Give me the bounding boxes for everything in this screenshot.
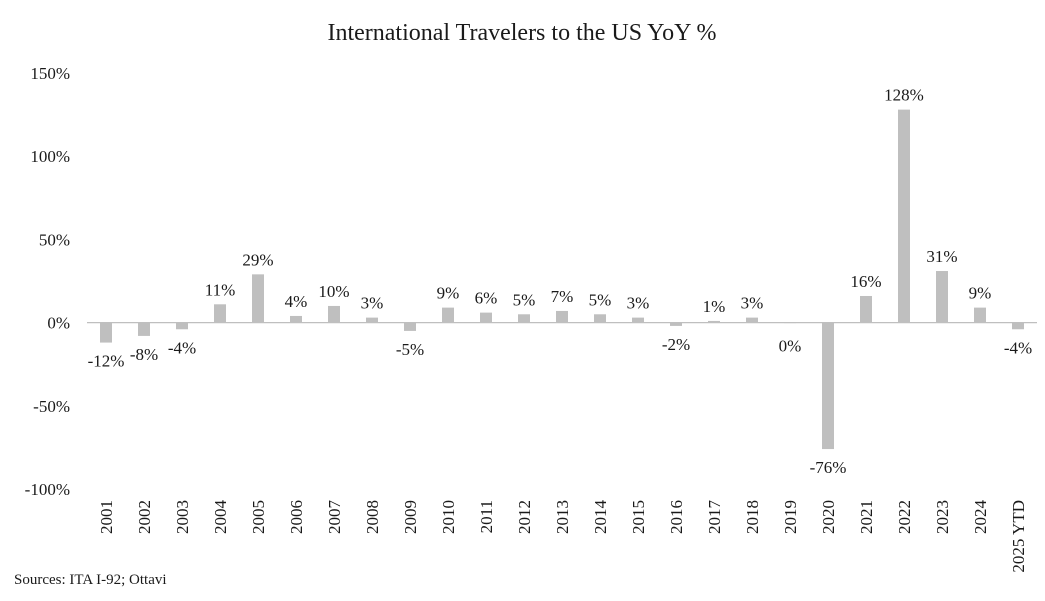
data-label: -4% — [168, 338, 196, 357]
x-tick-label: 2019 — [781, 500, 800, 534]
data-label: -12% — [88, 352, 125, 371]
y-tick-label: 100% — [30, 147, 70, 166]
data-label: -8% — [130, 345, 158, 364]
x-tick-label: 2002 — [135, 500, 154, 534]
chart-title: International Travelers to the US YoY % — [327, 20, 716, 46]
x-tick-label: 2013 — [553, 500, 572, 534]
x-tick-label: 2008 — [363, 500, 382, 534]
x-tick-label: 2024 — [971, 500, 990, 535]
data-label: -2% — [662, 335, 690, 354]
data-label: -76% — [810, 458, 847, 477]
data-label: 3% — [361, 294, 384, 313]
x-tick-label: 2009 — [401, 500, 420, 534]
data-label: 5% — [513, 290, 536, 309]
bar — [860, 295, 872, 323]
data-label: 4% — [285, 292, 308, 311]
x-tick-label: 2023 — [933, 500, 952, 534]
x-tick-label: 2012 — [515, 500, 534, 534]
bar — [366, 317, 378, 323]
data-label: 3% — [627, 294, 650, 313]
data-label: 7% — [551, 287, 574, 306]
data-label: 10% — [318, 282, 349, 301]
data-label: -5% — [396, 340, 424, 359]
bar — [670, 322, 682, 326]
bar — [252, 274, 264, 323]
data-labels-group: -12% -8% -4% 11% 29% 4% 10% 3% -5% 9% 6% 5% 7% 5% 3% -2… — [88, 86, 1033, 477]
data-label: 11% — [205, 280, 236, 299]
bar — [556, 310, 568, 323]
x-axis: 2001 2002 2003 2004 2005 2006 2007 2008 2009 2010… — [97, 500, 1028, 573]
bar — [708, 320, 720, 323]
bars-group — [100, 109, 1024, 450]
data-label: 9% — [437, 284, 460, 303]
x-tick-label: 2018 — [743, 500, 762, 534]
x-tick-label: 2025 YTD — [1009, 500, 1028, 573]
bar — [898, 109, 910, 323]
bar — [214, 304, 226, 323]
bar — [1012, 322, 1024, 330]
x-tick-label: 2010 — [439, 500, 458, 534]
bar — [328, 305, 340, 323]
x-tick-label: 2020 — [819, 500, 838, 534]
x-tick-label: 2017 — [705, 500, 724, 535]
bar — [594, 314, 606, 323]
data-label: 29% — [242, 250, 273, 269]
bar — [974, 307, 986, 323]
x-tick-label: 2005 — [249, 500, 268, 534]
y-tick-label: 0% — [47, 314, 70, 333]
data-label: 9% — [969, 284, 992, 303]
y-tick-label: -100% — [25, 480, 70, 499]
data-label: 6% — [475, 289, 498, 308]
bar — [746, 317, 758, 323]
bar — [176, 322, 188, 330]
data-label: 16% — [850, 272, 881, 291]
bar — [822, 322, 834, 450]
x-tick-label: 2011 — [477, 500, 496, 533]
bar — [442, 307, 454, 323]
x-tick-label: 2001 — [97, 500, 116, 534]
bar — [100, 322, 112, 343]
data-label: 0% — [779, 337, 802, 356]
bar — [404, 322, 416, 331]
bar — [518, 314, 530, 323]
x-tick-label: 2003 — [173, 500, 192, 534]
bar — [632, 317, 644, 323]
x-tick-label: 2016 — [667, 500, 686, 534]
data-label: 31% — [926, 247, 957, 266]
x-tick-label: 2015 — [629, 500, 648, 534]
x-tick-label: 2007 — [325, 500, 344, 535]
data-label: 3% — [741, 294, 764, 313]
y-tick-label: -50% — [33, 397, 70, 416]
data-label: 1% — [703, 297, 726, 316]
bar — [936, 271, 948, 323]
x-tick-label: 2021 — [857, 500, 876, 534]
source-note: Sources: ITA I-92; Ottavi — [14, 572, 167, 588]
bar — [480, 312, 492, 323]
bar — [290, 315, 302, 323]
x-tick-label: 2022 — [895, 500, 914, 534]
bar — [138, 322, 150, 336]
x-tick-label: 2014 — [591, 500, 610, 535]
data-label: 5% — [589, 290, 612, 309]
y-axis: 150% 100% 50% 0% -50% -100% — [25, 64, 70, 499]
x-tick-label: 2004 — [211, 500, 230, 535]
data-label: 128% — [884, 86, 924, 105]
y-tick-label: 150% — [30, 64, 70, 83]
y-tick-label: 50% — [39, 230, 70, 249]
data-label: -4% — [1004, 338, 1032, 357]
x-tick-label: 2006 — [287, 500, 306, 534]
